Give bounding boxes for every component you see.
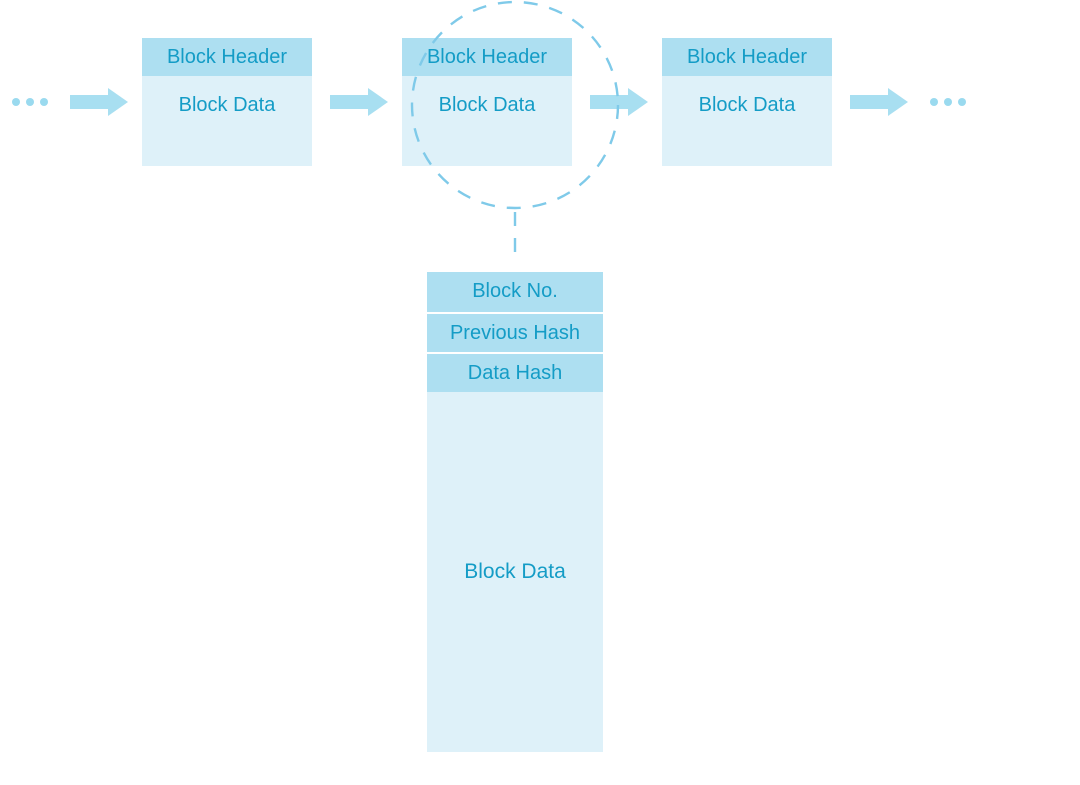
detail-block-no: Block No.: [427, 272, 603, 312]
arrow-icon: [70, 88, 128, 116]
detail-prev-hash: Previous Hash: [427, 312, 603, 352]
ellipsis-right: [930, 98, 966, 106]
block-body-label: Block Data: [662, 76, 832, 166]
block-body-label: Block Data: [142, 76, 312, 166]
block-2: Block Header Block Data: [402, 38, 572, 166]
detail-data-hash: Data Hash: [427, 352, 603, 392]
arrow-icon: [850, 88, 908, 116]
block-1: Block Header Block Data: [142, 38, 312, 166]
block-detail: Block No. Previous Hash Data Hash Block …: [427, 272, 603, 752]
arrow-icon: [330, 88, 388, 116]
block-body-label: Block Data: [402, 76, 572, 166]
block-3: Block Header Block Data: [662, 38, 832, 166]
detail-block-data: Block Data: [427, 392, 603, 752]
arrow-icon: [590, 88, 648, 116]
block-header-label: Block Header: [662, 38, 832, 76]
block-header-label: Block Header: [402, 38, 572, 76]
blockchain-row: Block Header Block Data Block Header Blo…: [0, 38, 1080, 166]
block-header-label: Block Header: [142, 38, 312, 76]
ellipsis-left: [12, 98, 48, 106]
